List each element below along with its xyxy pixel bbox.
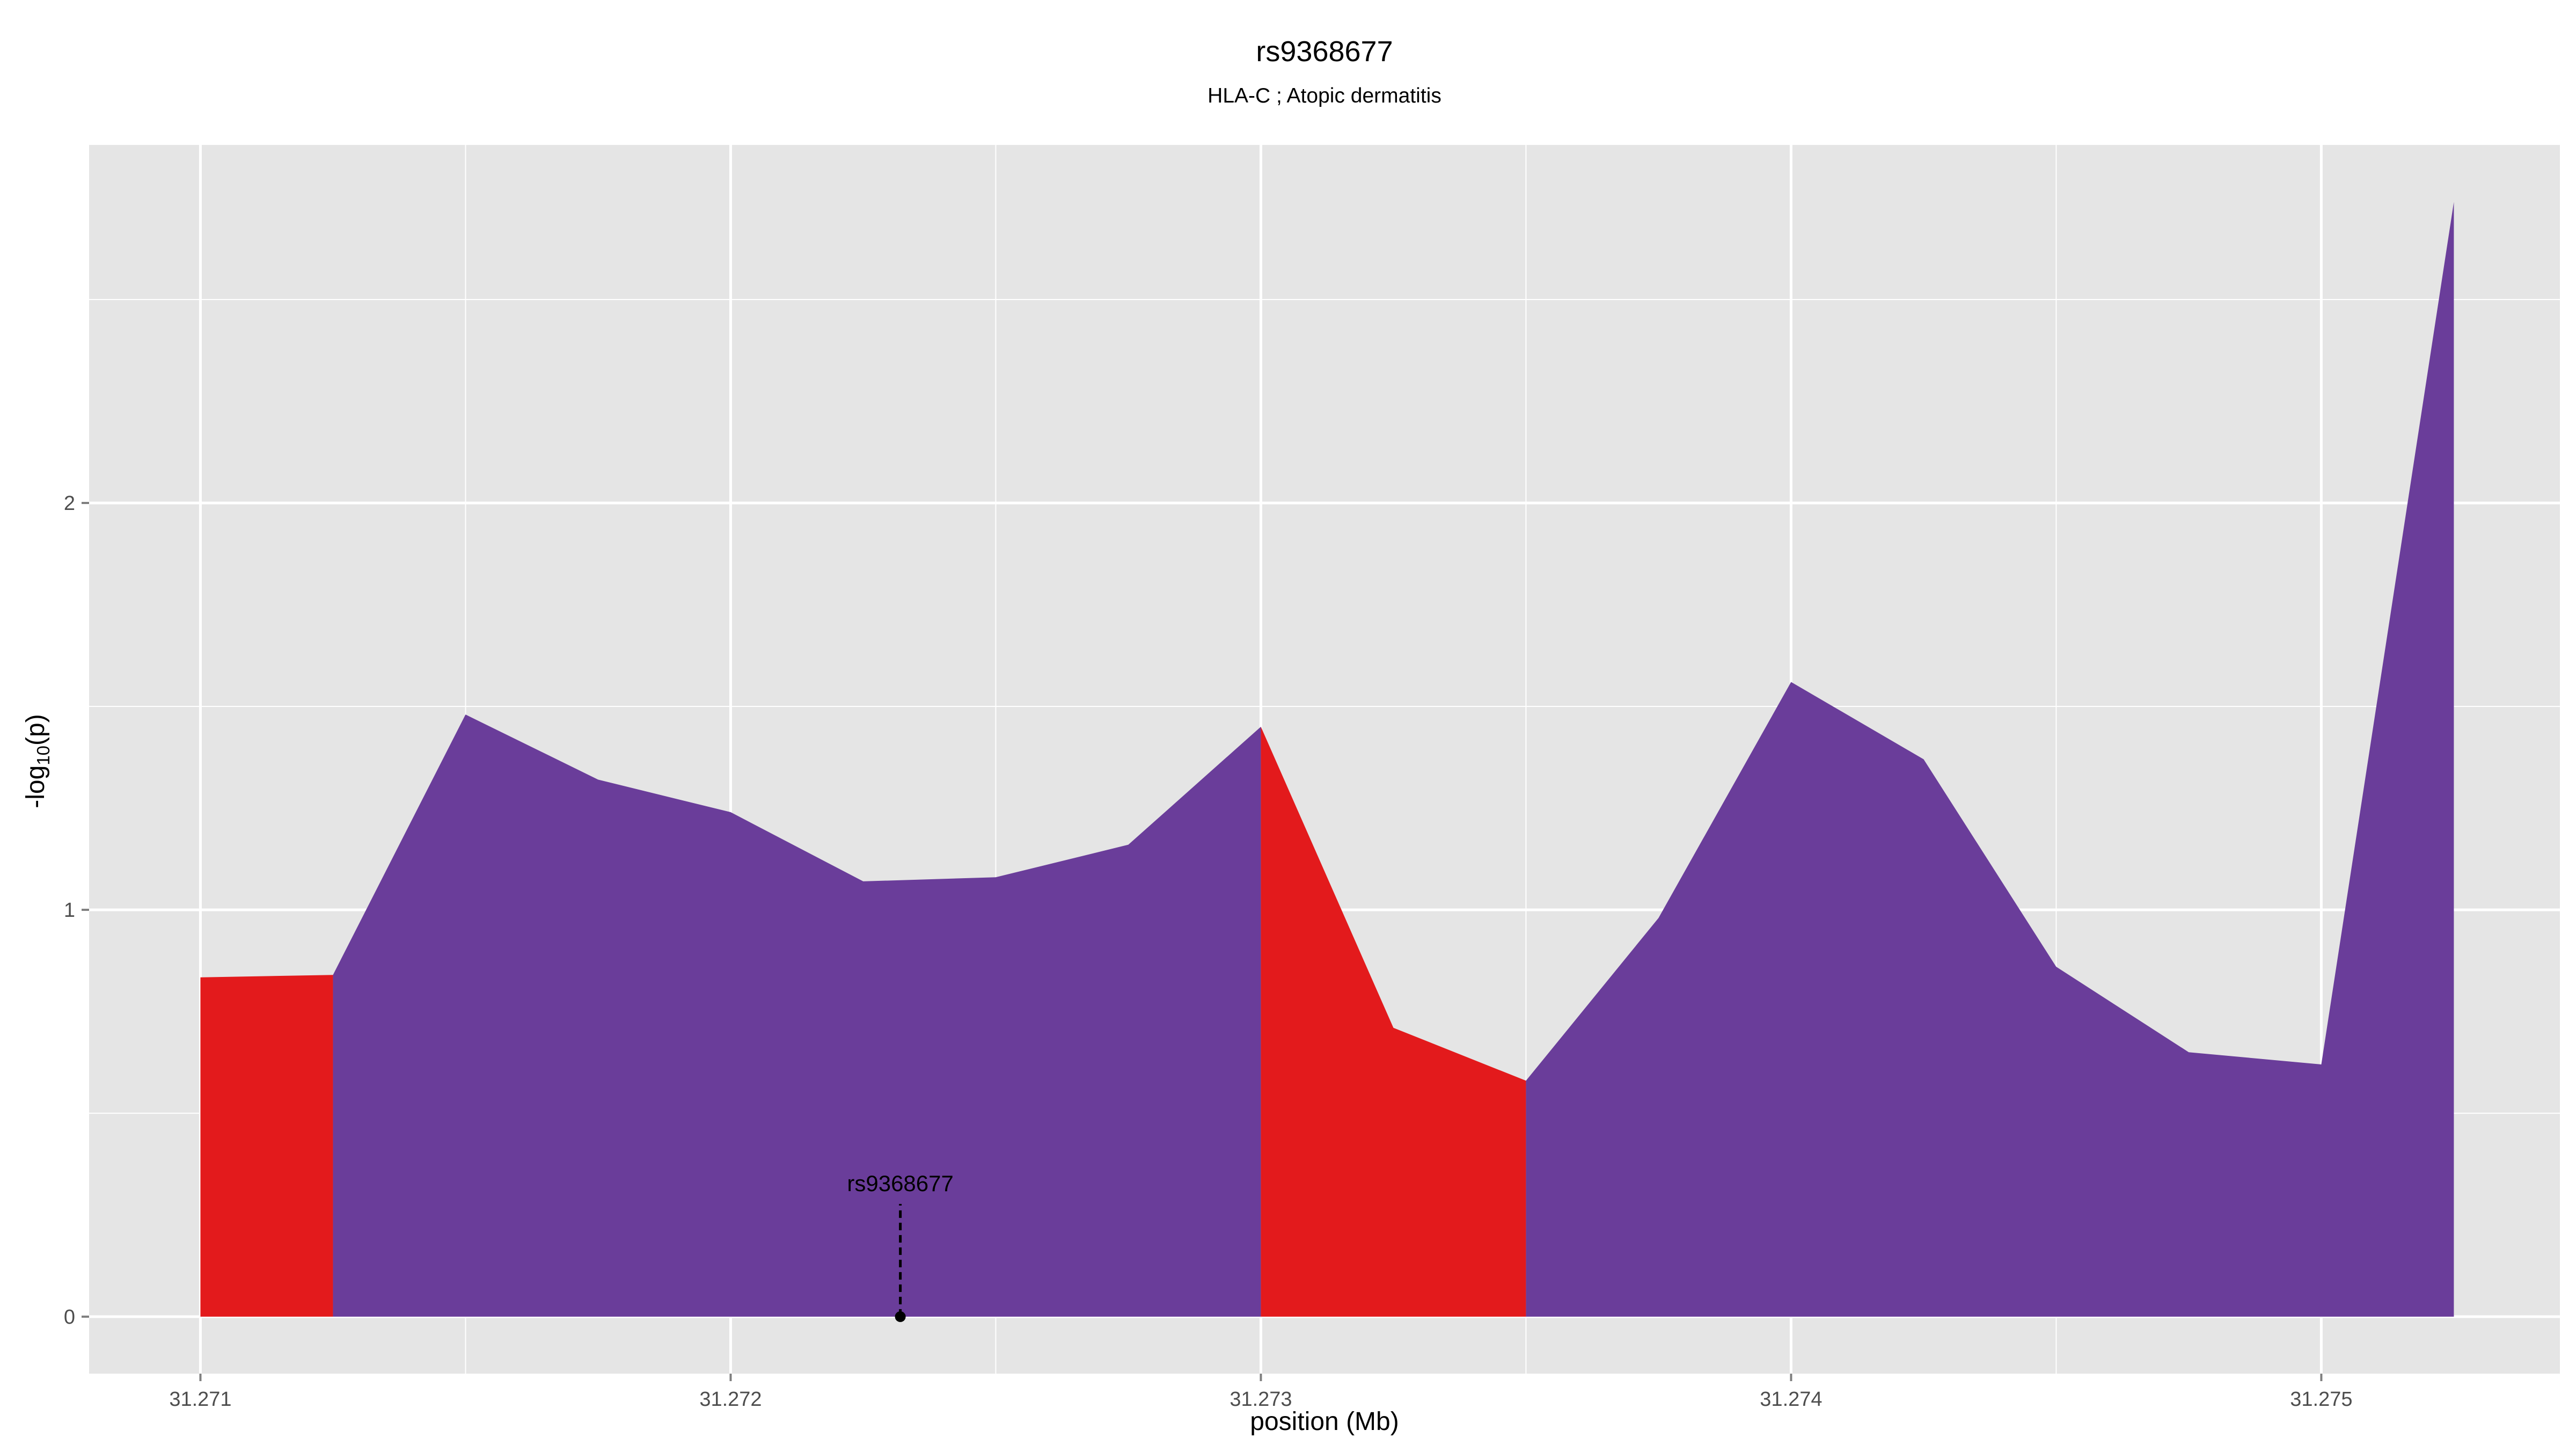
x-tick-label: 31.273 (1230, 1388, 1292, 1411)
y-tick-label: 2 (64, 492, 75, 515)
area-segment-red (1261, 726, 1526, 1317)
y-axis-label-main: -log (21, 765, 50, 808)
annotation-label: rs9368677 (847, 1171, 954, 1196)
annotation-point (895, 1311, 906, 1322)
x-tick-label: 31.271 (169, 1388, 231, 1411)
chart-subtitle: HLA-C ; Atopic dermatitis (1208, 84, 1441, 107)
x-tick-label: 31.272 (699, 1388, 762, 1411)
y-tick-label: 0 (64, 1306, 75, 1329)
y-axis-label: -log10(p) (21, 714, 53, 808)
area-segment-purple (1526, 202, 2454, 1317)
x-tick-label: 31.275 (2290, 1388, 2352, 1411)
y-axis-label-subscript: 10 (33, 746, 53, 765)
y-tick-label: 1 (64, 899, 75, 922)
area-segment-purple (333, 714, 1261, 1317)
area-segment-red (200, 975, 333, 1317)
x-axis-label: position (Mb) (1250, 1407, 1399, 1436)
x-tick-label: 31.274 (1760, 1388, 1822, 1411)
chart-title: rs9368677 (1256, 35, 1393, 68)
y-axis-label-tail: (p) (21, 714, 50, 746)
